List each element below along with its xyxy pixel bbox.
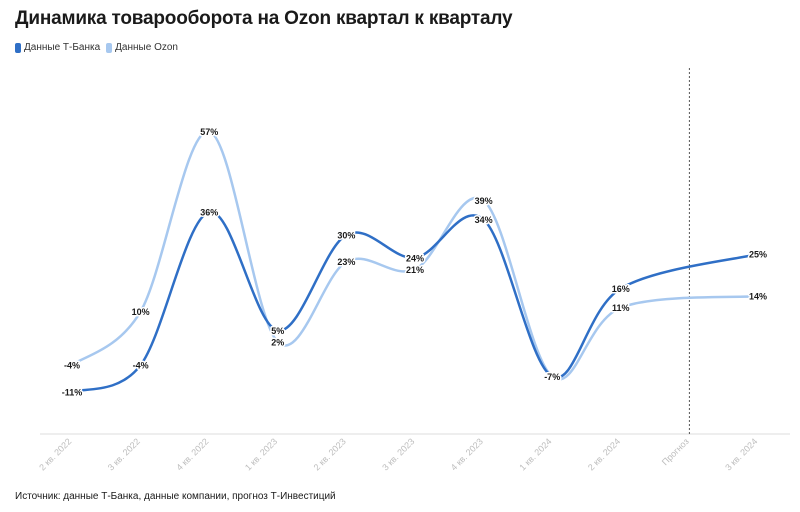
- legend-swatch-tbank: [15, 42, 21, 53]
- data-label-tbank: -11%: [62, 387, 83, 397]
- source-note: Источник: данные Т-Банка, данные компани…: [15, 491, 336, 502]
- legend-label-tbank: Данные Т-Банка: [24, 42, 101, 53]
- x-tick-label: 4 кв. 2023: [449, 436, 485, 472]
- x-tick-label: 2 кв. 2023: [312, 436, 348, 472]
- data-label-ozon: 23%: [337, 257, 355, 267]
- series-line-tbank: [70, 210, 760, 394]
- x-tick-label: 3 кв. 2024: [723, 436, 759, 472]
- data-label-tbank: -7%: [544, 372, 560, 382]
- x-tick-label: 1 кв. 2024: [517, 436, 553, 472]
- data-label-tbank: 25%: [749, 250, 767, 260]
- legend-swatch-ozon: [106, 42, 113, 53]
- x-tick-label: 3 кв. 2022: [106, 436, 142, 472]
- x-tick-label: Прогноз: [660, 436, 691, 467]
- data-label-ozon: 14%: [749, 292, 767, 302]
- data-label-ozon: 10%: [132, 307, 150, 317]
- data-label-tbank: 24%: [406, 253, 424, 263]
- data-label-tbank: 16%: [612, 284, 630, 294]
- data-label-tbank: 5%: [271, 326, 284, 336]
- data-label-ozon: 57%: [200, 127, 218, 137]
- data-label-ozon: -4%: [64, 361, 80, 371]
- data-label-ozon: -7%: [544, 372, 560, 382]
- legend-item-ozon[interactable]: Данные Ozon: [106, 42, 178, 53]
- legend-item-tbank[interactable]: Данные Т-Банка: [15, 42, 100, 53]
- data-label-ozon: 39%: [475, 196, 493, 206]
- data-label-ozon: 21%: [406, 265, 424, 275]
- x-tick-label: 1 кв. 2023: [243, 436, 279, 472]
- chart-title: Динамика товарооборота на Ozon квартал к…: [15, 8, 513, 29]
- x-tick-label: 2 кв. 2024: [586, 436, 622, 472]
- data-label-tbank: 34%: [475, 215, 493, 225]
- x-tick-label: 3 кв. 2023: [380, 436, 416, 472]
- legend: Данные Т-Банка Данные Ozon: [15, 42, 184, 53]
- data-label-ozon: 2%: [271, 338, 284, 348]
- data-label-tbank: 36%: [200, 207, 218, 217]
- legend-label-ozon: Данные Ozon: [115, 42, 178, 53]
- data-label-tbank: -4%: [133, 361, 149, 371]
- data-label-tbank: 30%: [337, 230, 355, 240]
- x-tick-label: 2 кв. 2022: [37, 436, 73, 472]
- series-line-ozon: [70, 130, 760, 381]
- x-tick-label: 4 кв. 2022: [174, 436, 210, 472]
- data-label-ozon: 11%: [612, 303, 630, 313]
